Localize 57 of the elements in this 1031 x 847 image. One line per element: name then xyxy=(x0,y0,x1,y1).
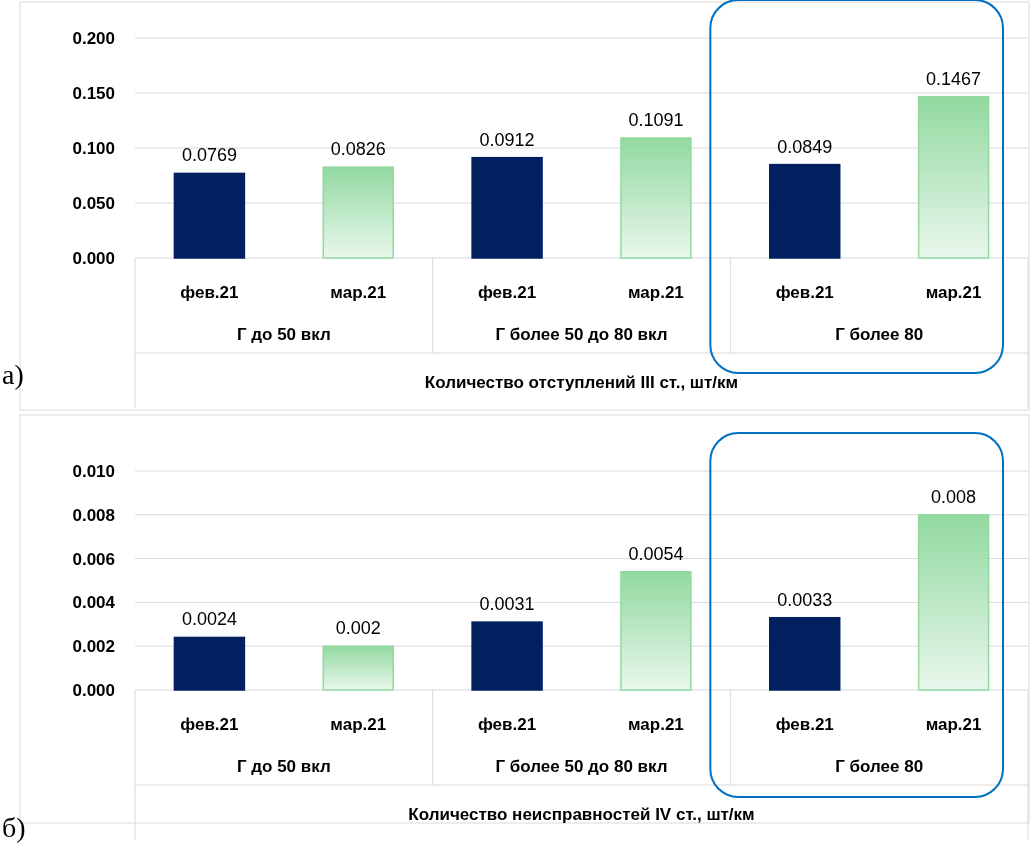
y-tick-label: 0.004 xyxy=(72,593,116,613)
bar xyxy=(769,616,841,691)
bar xyxy=(322,166,394,259)
text: Г до 50 вкл xyxy=(236,325,331,344)
data-label: 0.0849 xyxy=(777,136,833,157)
bar xyxy=(769,163,841,259)
x-tick-label: фев.21 xyxy=(180,715,239,734)
data-label: 0.1467 xyxy=(926,68,982,89)
x-tick-label: мар.21 xyxy=(925,715,982,734)
bar xyxy=(173,636,246,691)
bar xyxy=(471,156,543,259)
y-tick-label: 0.002 xyxy=(72,637,115,657)
text: Г более 80 xyxy=(835,325,924,344)
text: Г до 50 вкл xyxy=(236,757,331,776)
bar xyxy=(917,514,990,691)
y-tick-label: 0.050 xyxy=(72,193,115,213)
y-tick-label: 0.010 xyxy=(72,461,115,481)
bar xyxy=(471,621,543,691)
text: а) xyxy=(2,359,24,390)
y-tick-label: 0.000 xyxy=(72,248,115,268)
data-label: 0.0912 xyxy=(479,129,535,150)
data-label: 0.0826 xyxy=(330,139,386,160)
y-tick-label: 0.150 xyxy=(72,83,115,103)
y-tick-label: 0.100 xyxy=(72,138,115,158)
bar xyxy=(620,137,692,259)
data-label: 0.008 xyxy=(931,486,977,507)
bar xyxy=(917,95,990,259)
x-axis-title: Количество неисправностей IV ст., шт/км xyxy=(408,805,755,824)
x-tick-label: мар.21 xyxy=(628,283,684,302)
x-tick-label: фев.21 xyxy=(477,715,537,734)
text: Г более 50 до 80 вкл xyxy=(495,325,668,344)
data-label: 0.0031 xyxy=(479,594,535,615)
y-tick-label: 0.008 xyxy=(72,505,115,525)
text: Г более 50 до 80 вкл xyxy=(495,757,668,776)
data-label: 0.0033 xyxy=(777,589,833,610)
y-tick-label: 0.200 xyxy=(72,28,115,48)
text: б) xyxy=(2,812,26,843)
data-label: 0.002 xyxy=(335,618,381,639)
x-tick-label: мар.21 xyxy=(628,715,684,734)
data-label: 0.0769 xyxy=(181,145,237,166)
x-tick-label: фев.21 xyxy=(477,283,537,302)
x-tick-label: мар.21 xyxy=(330,283,387,302)
bar xyxy=(620,570,692,691)
x-tick-label: фев.21 xyxy=(775,715,834,734)
x-tick-label: мар.21 xyxy=(925,283,982,302)
bar xyxy=(173,172,246,259)
y-tick-label: 0.000 xyxy=(72,680,115,700)
data-label: 0.0054 xyxy=(628,543,684,564)
data-label: 0.0024 xyxy=(181,609,237,630)
y-tick-label: 0.006 xyxy=(72,549,115,569)
x-axis-title: Количество отступлений III ст., шт/км xyxy=(424,373,739,392)
x-tick-label: фев.21 xyxy=(180,283,239,302)
data-label: 0.1091 xyxy=(628,109,684,130)
x-tick-label: мар.21 xyxy=(330,715,387,734)
text: Г более 80 xyxy=(835,757,924,776)
x-tick-label: фев.21 xyxy=(775,283,834,302)
bar xyxy=(322,645,394,691)
